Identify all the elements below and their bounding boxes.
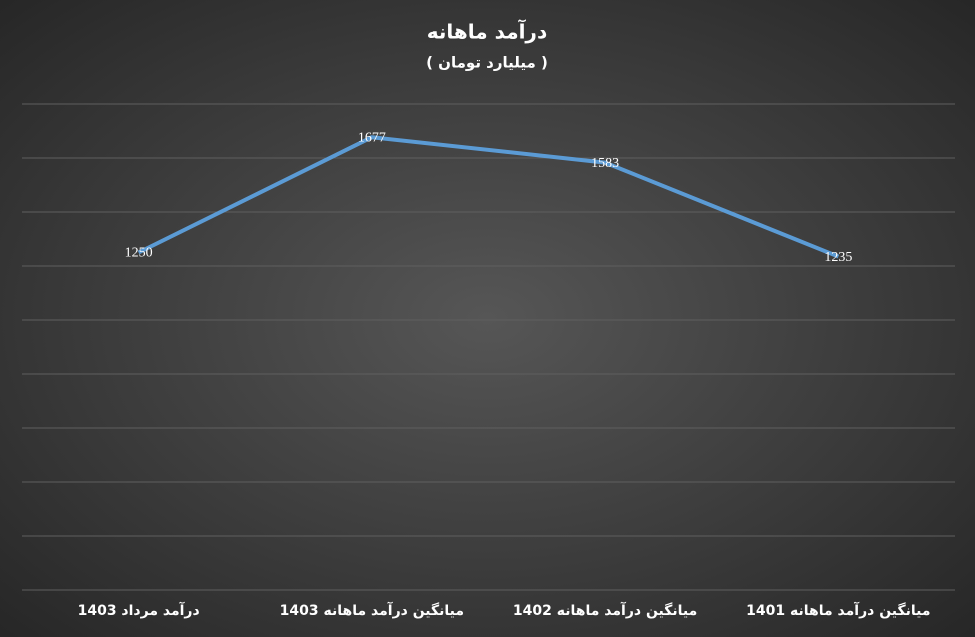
x-tick-label: میانگین درآمد ماهانه 1403 xyxy=(280,601,464,619)
chart-subtitle: ( میلیارد تومان ) xyxy=(426,54,548,72)
data-label: 1583 xyxy=(591,156,619,171)
x-tick-label: درآمد مرداد 1403 xyxy=(78,601,200,619)
x-tick-label: میانگین درآمد ماهانه 1402 xyxy=(513,601,697,619)
data-line xyxy=(137,135,840,259)
x-tick-label: میانگین درآمد ماهانه 1401 xyxy=(746,601,930,619)
chart-title: درآمد ماهانه xyxy=(427,19,547,44)
data-label: 1250 xyxy=(125,246,153,261)
data-label: 1235 xyxy=(824,250,852,265)
data-label: 1677 xyxy=(358,130,386,145)
